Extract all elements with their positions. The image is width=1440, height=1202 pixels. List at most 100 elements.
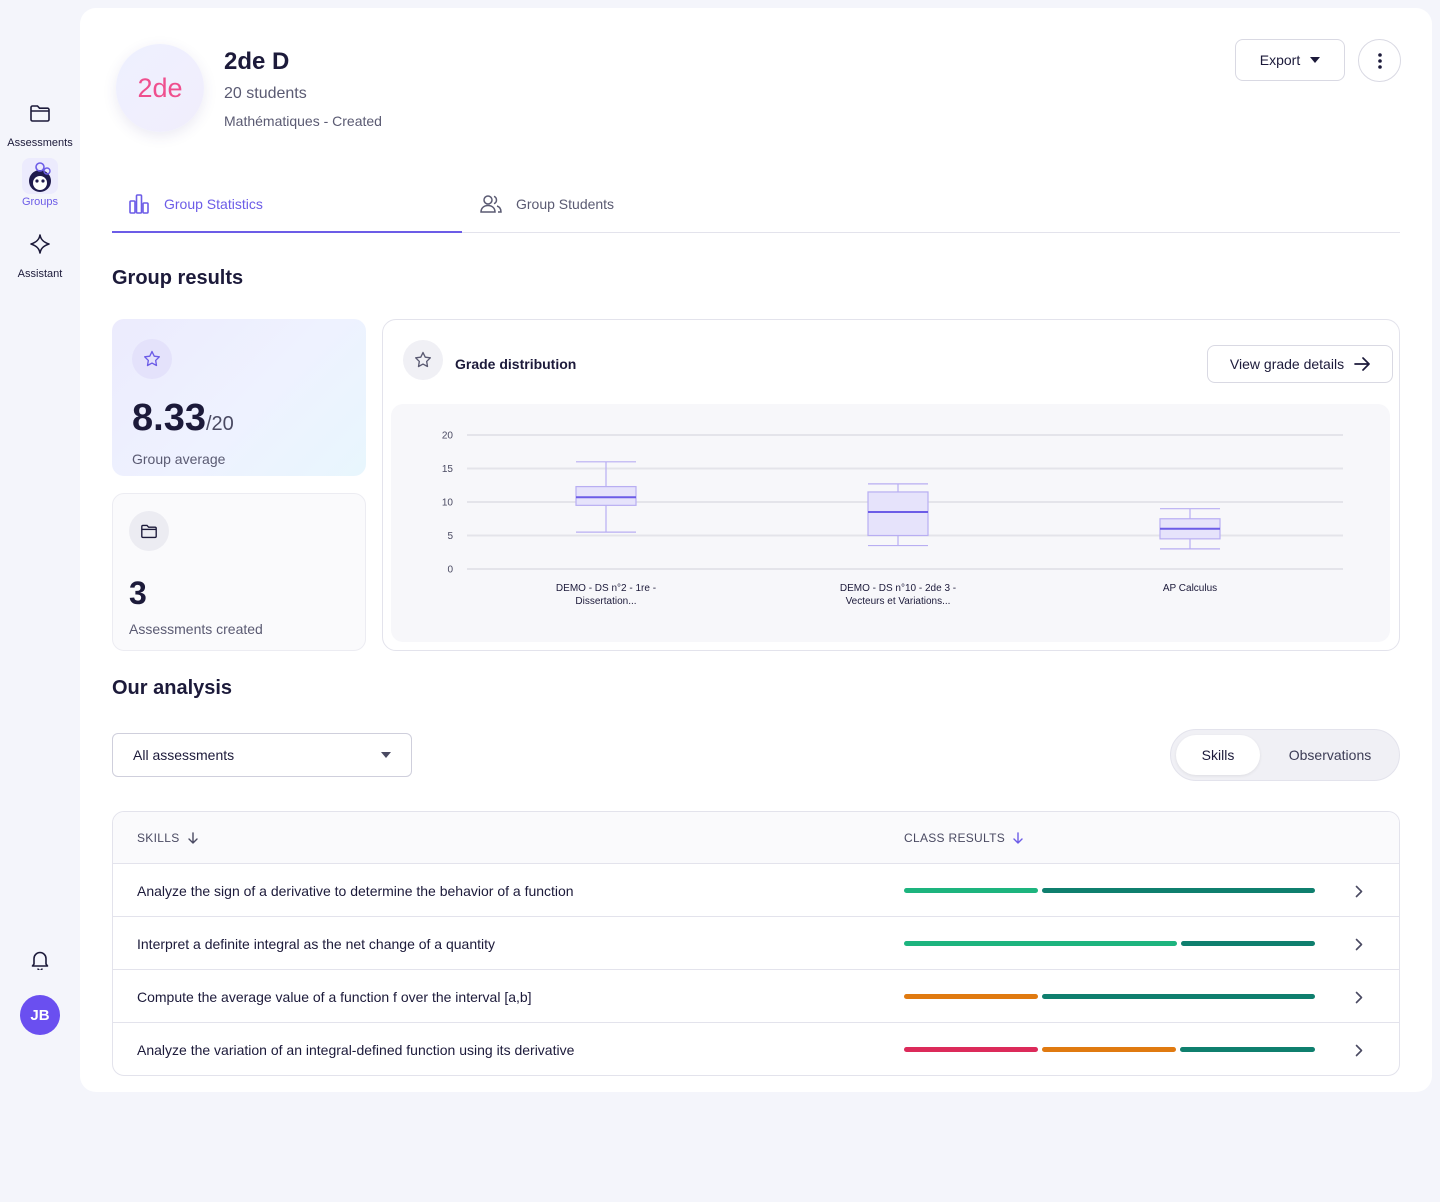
more-options-button[interactable] xyxy=(1358,39,1401,82)
grade-distribution-card: Grade distribution View grade details 0 5… xyxy=(382,319,1400,651)
page-title: 2de D xyxy=(224,48,290,75)
table-row[interactable]: Analyze the variation of an integral-def… xyxy=(113,1023,1399,1075)
assessment-filter-dropdown[interactable]: All assessments xyxy=(112,733,412,777)
skill-name: Compute the average value of a function … xyxy=(137,988,532,1005)
column-label: SKILLS xyxy=(137,831,180,845)
box xyxy=(575,485,637,506)
y-tick-label: 0 xyxy=(447,565,453,576)
y-tick-label: 5 xyxy=(447,531,453,542)
result-bar-segment xyxy=(904,941,1177,946)
column-header-skills[interactable]: SKILLS xyxy=(137,812,198,864)
caret-down-icon xyxy=(1310,57,1321,63)
main-panel: 2de 2de D 20 students Mathématiques - Cr… xyxy=(80,8,1432,1092)
group-results-title: Group results xyxy=(112,267,244,289)
user-avatar[interactable]: JB xyxy=(20,995,60,1035)
y-tick-label: 20 xyxy=(442,431,454,442)
assessments-created-card: 3 Assessments created xyxy=(112,493,366,651)
result-bar-segment xyxy=(1042,994,1315,999)
result-bar-segment xyxy=(904,994,1039,999)
group-average-card: 8.33/20 Group average xyxy=(112,319,366,476)
x-tick-label: Dissertation... xyxy=(575,596,636,607)
toggle-skills[interactable]: Skills xyxy=(1176,735,1260,775)
grade-boxplot-chart: 0 5 10 15 20 DEMO - DS n°2 - 1re - Dissertatio… xyxy=(442,431,1343,607)
toggle-observations[interactable]: Observations xyxy=(1288,747,1372,763)
assessments-created-label: Assessments created xyxy=(129,621,263,637)
chevron-right-icon[interactable] xyxy=(1349,934,1369,954)
table-row[interactable]: Analyze the sign of a derivative to dete… xyxy=(113,864,1399,917)
sidebar-item-label: Assessments xyxy=(7,137,73,149)
table-body: Analyze the sign of a derivative to dete… xyxy=(113,864,1399,1075)
arrow-down-icon xyxy=(187,832,198,844)
class-results-bar xyxy=(904,1047,1316,1052)
result-bar-segment xyxy=(1042,888,1315,893)
more-vertical-icon xyxy=(1377,52,1382,69)
group-subtitle: Mathématiques - Created xyxy=(224,113,382,129)
skill-name: Analyze the variation of an integral-def… xyxy=(137,1041,575,1058)
groups-icon xyxy=(22,158,58,194)
view-grade-details-label: View grade details xyxy=(1229,356,1345,372)
users-icon xyxy=(480,195,502,213)
result-bar-segment xyxy=(904,888,1039,893)
skill-name: Analyze the sign of a derivative to dete… xyxy=(137,882,574,899)
assessments-created-value: 3 xyxy=(129,575,147,611)
grade-distribution-title: Grade distribution xyxy=(455,356,577,372)
chevron-right-icon[interactable] xyxy=(1349,881,1369,901)
sidebar-item-label: Groups xyxy=(21,196,59,208)
skills-table: SKILLS CLASS RESULTS Analyze the sign of… xyxy=(112,811,1400,1076)
bar-chart-icon xyxy=(129,193,149,214)
tab-group-statistics[interactable]: Group Statistics xyxy=(112,176,462,233)
export-label: Export xyxy=(1259,52,1301,68)
sidebar-item-label: Assistant xyxy=(17,268,63,280)
x-tick-label: Vecteurs et Variations... xyxy=(846,596,951,607)
result-bar-segment xyxy=(904,1047,1039,1052)
skills-observations-toggle: Skills Observations xyxy=(1170,729,1400,781)
folder-icon xyxy=(129,511,169,551)
chevron-right-icon[interactable] xyxy=(1349,987,1369,1007)
tab-group-students[interactable]: Group Students xyxy=(478,176,614,232)
view-grade-details-button[interactable]: View grade details xyxy=(1207,345,1393,383)
x-tick-label: DEMO - DS n°2 - 1re - xyxy=(556,583,656,594)
table-header: SKILLS CLASS RESULTS xyxy=(113,812,1399,864)
class-results-bar xyxy=(904,888,1315,893)
average-suffix: /20 xyxy=(205,413,234,435)
assessment-filter-value: All assessments xyxy=(133,747,235,763)
sidebar: Assessments Groups Assistant JB xyxy=(0,0,80,1202)
chevron-right-icon[interactable] xyxy=(1349,1040,1369,1060)
arrow-right-icon xyxy=(1354,357,1370,371)
table-row[interactable]: Compute the average value of a function … xyxy=(113,970,1399,1023)
class-results-bar xyxy=(904,941,1315,946)
export-button[interactable]: Export xyxy=(1235,39,1345,81)
sidebar-item-assistant[interactable]: Assistant xyxy=(0,226,80,280)
group-average-label: Group average xyxy=(132,451,226,467)
group-badge: 2de xyxy=(116,44,204,132)
x-tick-label: AP Calculus xyxy=(1163,583,1217,594)
sidebar-item-groups[interactable]: Groups xyxy=(0,158,80,208)
y-tick-label: 15 xyxy=(442,464,454,475)
star-icon xyxy=(132,339,172,379)
star-icon xyxy=(403,340,443,380)
result-bar-segment xyxy=(1180,1047,1316,1052)
table-row[interactable]: Interpret a definite integral as the net… xyxy=(113,917,1399,970)
box xyxy=(867,491,929,537)
student-count: 20 students xyxy=(224,85,307,102)
notifications-bell-icon[interactable] xyxy=(24,944,56,976)
column-header-class-results[interactable]: CLASS RESULTS xyxy=(904,812,1023,864)
caret-down-icon xyxy=(381,752,391,758)
grade-distribution-chart-area: 0 5 10 15 20 DEMO - DS n°2 - 1re - Dissertatio… xyxy=(391,404,1390,642)
tab-label: Group Statistics xyxy=(164,195,263,212)
arrow-down-icon xyxy=(1013,832,1023,844)
folder-icon xyxy=(22,95,58,131)
our-analysis-title: Our analysis xyxy=(112,677,233,699)
sidebar-item-assessments[interactable]: Assessments xyxy=(0,95,80,149)
skill-name: Interpret a definite integral as the net… xyxy=(137,935,496,952)
result-bar-segment xyxy=(1042,1047,1177,1052)
class-results-bar xyxy=(904,994,1315,999)
tab-label: Group Students xyxy=(516,196,615,212)
x-tick-label: DEMO - DS n°10 - 2de 3 - xyxy=(840,583,956,594)
tab-bar: Group Statistics Group Students xyxy=(112,176,1400,233)
sparkle-icon xyxy=(22,226,58,262)
column-label: CLASS RESULTS xyxy=(904,831,1006,845)
group-average-value: 8.33/20 xyxy=(132,397,234,439)
y-tick-label: 10 xyxy=(442,498,454,509)
result-bar-segment xyxy=(1180,941,1315,946)
